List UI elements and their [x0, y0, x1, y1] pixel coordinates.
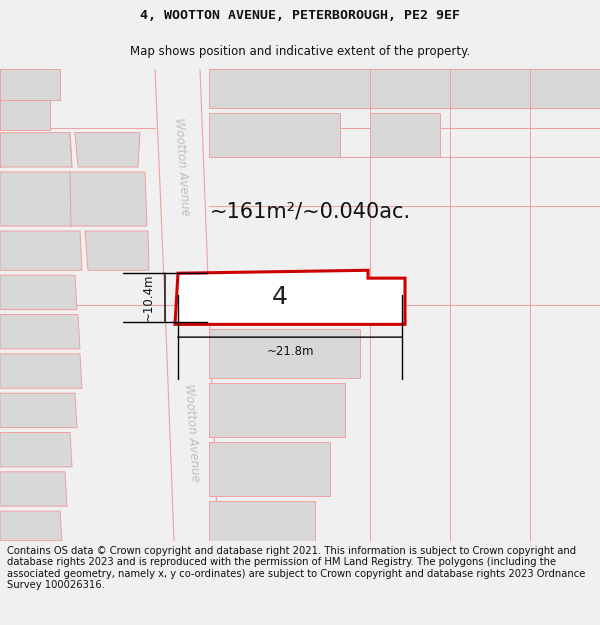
Polygon shape — [0, 100, 50, 130]
Polygon shape — [0, 314, 80, 349]
Polygon shape — [0, 132, 72, 167]
Text: Wootton Avenue: Wootton Avenue — [172, 118, 192, 217]
Polygon shape — [209, 69, 370, 108]
Polygon shape — [75, 132, 140, 167]
Polygon shape — [0, 511, 62, 541]
Text: ~10.4m: ~10.4m — [142, 274, 155, 321]
Polygon shape — [0, 69, 60, 100]
Polygon shape — [0, 393, 77, 428]
Polygon shape — [530, 69, 600, 108]
Polygon shape — [209, 113, 340, 158]
Polygon shape — [165, 304, 218, 541]
Text: Contains OS data © Crown copyright and database right 2021. This information is : Contains OS data © Crown copyright and d… — [7, 546, 586, 591]
Polygon shape — [450, 69, 530, 108]
Text: Map shows position and indicative extent of the property.: Map shows position and indicative extent… — [130, 45, 470, 58]
Polygon shape — [209, 501, 315, 541]
Polygon shape — [370, 113, 440, 158]
Text: ~161m²/~0.040ac.: ~161m²/~0.040ac. — [210, 201, 411, 221]
Polygon shape — [209, 442, 330, 496]
Polygon shape — [0, 172, 147, 226]
Polygon shape — [0, 275, 77, 309]
Polygon shape — [209, 383, 345, 438]
Polygon shape — [209, 329, 360, 378]
Polygon shape — [0, 354, 82, 388]
Polygon shape — [155, 69, 209, 304]
Text: 4, WOOTTON AVENUE, PETERBOROUGH, PE2 9EF: 4, WOOTTON AVENUE, PETERBOROUGH, PE2 9EF — [140, 9, 460, 22]
Text: 4: 4 — [272, 286, 288, 309]
Text: ~21.8m: ~21.8m — [266, 346, 314, 358]
Polygon shape — [175, 270, 405, 324]
Text: Wootton Avenue: Wootton Avenue — [182, 383, 202, 482]
Polygon shape — [0, 231, 82, 270]
Polygon shape — [0, 472, 67, 506]
Polygon shape — [220, 280, 370, 319]
Polygon shape — [85, 231, 149, 270]
Polygon shape — [370, 69, 450, 108]
Polygon shape — [0, 432, 72, 467]
